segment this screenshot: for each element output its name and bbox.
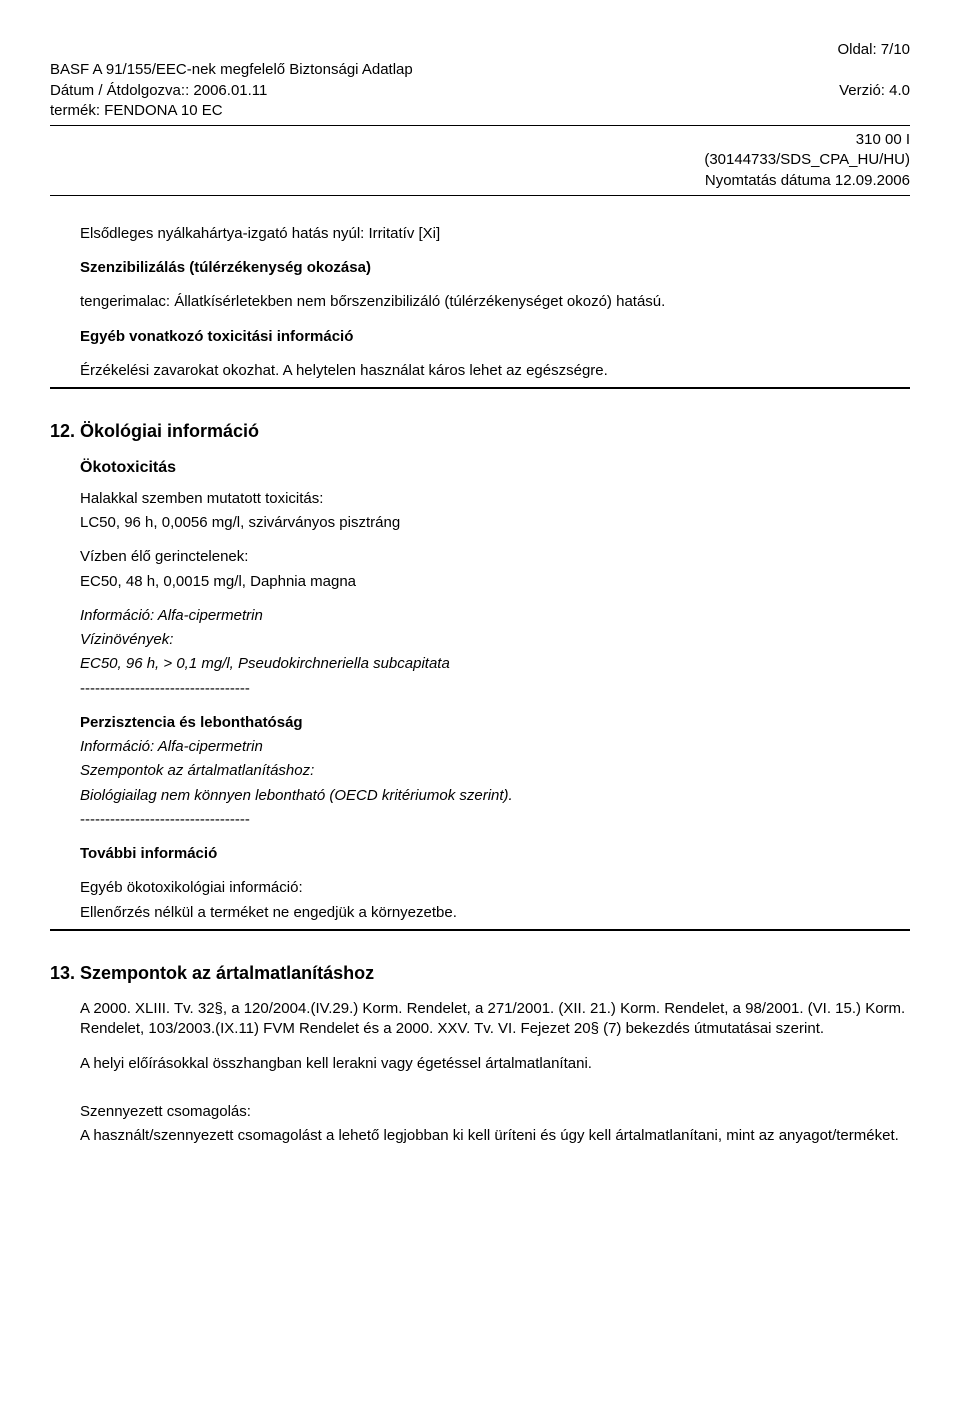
persist-title: Perzisztencia és lebonthatóság: [80, 713, 910, 733]
fish-label: Halakkal szemben mutatott toxicitás:: [80, 489, 910, 509]
header-code: 310 00 I: [50, 130, 910, 150]
doc-header: Oldal: 7/10 BASF A 91/155/EEC-nek megfel…: [50, 40, 910, 196]
ecotox-title: Ökotoxicitás: [80, 457, 910, 479]
invert-label: Vízben élő gerinctelenek:: [80, 547, 910, 567]
s13-pack-label: Szennyezett csomagolás:: [80, 1102, 910, 1122]
further-title: További információ: [80, 844, 910, 864]
info-line-1: Információ: Alfa-cipermetrin: [80, 606, 910, 626]
header-line1: BASF A 91/155/EEC-nek megfelelő Biztonsá…: [50, 60, 910, 80]
s13-pack-text: A használt/szennyezett csomagolást a leh…: [80, 1126, 910, 1146]
persist-aspects: Szempontok az ártalmatlanításhoz:: [80, 761, 910, 781]
header-rule-2: [50, 195, 910, 196]
other-tox-title: Egyéb vonatkozó toxicitási információ: [80, 327, 910, 347]
dashes-1: ----------------------------------: [80, 679, 910, 699]
other-tox-text: Érzékelési zavarokat okozhat. A helytele…: [80, 361, 910, 381]
tox-block: Elsődleges nyálkahártya-izgató hatás nyú…: [80, 224, 910, 381]
header-print-date: Nyomtatás dátuma 12.09.2006: [50, 171, 910, 191]
invert-value: EC50, 48 h, 0,0015 mg/l, Daphnia magna: [80, 572, 910, 592]
section-12-body: Ökotoxicitás Halakkal szemben mutatott t…: [80, 457, 910, 923]
persist-text: Biológiailag nem könnyen lebontható (OEC…: [80, 786, 910, 806]
further-text: Ellenőrzés nélkül a terméket ne engedjük…: [80, 903, 910, 923]
header-docid: (30144733/SDS_CPA_HU/HU): [50, 150, 910, 170]
header-rule-1: [50, 125, 910, 126]
dashes-2: ----------------------------------: [80, 810, 910, 830]
sensitization-text: tengerimalac: Állatkísérletekben nem bőr…: [80, 292, 910, 312]
section-12-title: 12. Ökológiai információ: [50, 419, 910, 443]
section-13-title: 13. Szempontok az ártalmatlanításhoz: [50, 961, 910, 985]
plants-value: EC50, 96 h, > 0,1 mg/l, Pseudokirchnerie…: [80, 654, 910, 674]
plants-label: Vízinövények:: [80, 630, 910, 650]
persist-info: Információ: Alfa-cipermetrin: [80, 737, 910, 757]
section-rule-13-top: [50, 929, 910, 931]
section-rule-12-top: [50, 387, 910, 389]
section-13-body: A 2000. XLIII. Tv. 32§, a 120/2004.(IV.2…: [80, 999, 910, 1146]
s13-text1: A 2000. XLIII. Tv. 32§, a 120/2004.(IV.2…: [80, 999, 910, 1040]
primary-effect: Elsődleges nyálkahártya-izgató hatás nyú…: [80, 224, 910, 244]
page-number: Oldal: 7/10: [837, 40, 910, 60]
further-label: Egyéb ökotoxikológiai információ:: [80, 878, 910, 898]
s13-text2: A helyi előírásokkal összhangban kell le…: [80, 1054, 910, 1074]
sensitization-title: Szenzibilizálás (túlérzékenység okozása): [80, 258, 910, 278]
header-date: Dátum / Átdolgozva:: 2006.01.11: [50, 81, 267, 101]
header-product: termék: FENDONA 10 EC: [50, 101, 910, 121]
fish-value: LC50, 96 h, 0,0056 mg/l, szivárványos pi…: [80, 513, 910, 533]
header-version: Verzió: 4.0: [839, 81, 910, 101]
